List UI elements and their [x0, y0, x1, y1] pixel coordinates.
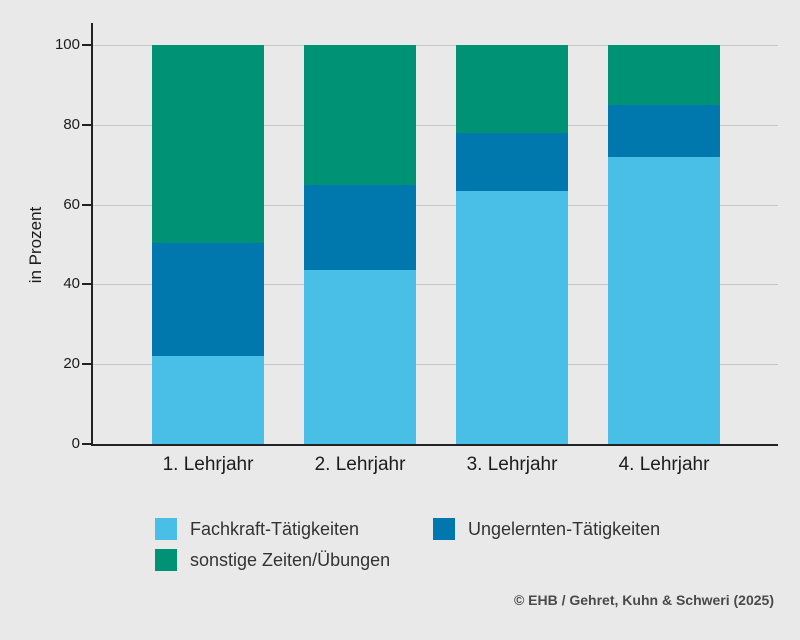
x-tick-label-2: 2. Lehrjahr: [314, 454, 406, 475]
bar-4-segment-sonstige Zeiten/Übungen: [608, 45, 720, 105]
gridline-80: [93, 124, 778, 126]
legend-item-sonstige: sonstige Zeiten/Übungen: [155, 549, 390, 571]
gridline-100: [93, 45, 778, 46]
bar-3-segment-Fachkraft-Tätigkeiten: [456, 190, 568, 444]
legend-label-sonstige: sonstige Zeiten/Übungen: [190, 549, 391, 570]
bar-1-segment-Fachkraft-Tätigkeiten: [152, 356, 264, 444]
y-tick-label-40: 40: [63, 275, 80, 293]
bar-2-segment-sonstige Zeiten/Übungen: [304, 45, 416, 185]
y-tick-80: [82, 123, 91, 126]
y-tick-label-60: 60: [63, 195, 80, 213]
y-tick-100: [82, 44, 91, 46]
bar-2-segment-Fachkraft-Tätigkeiten: [304, 270, 416, 444]
copyright-attribution: © EHB / Gehret, Kuhn & Schweri (2025): [513, 592, 774, 608]
bar-3-segment-sonstige Zeiten/Übungen: [456, 45, 568, 133]
x-tick-label-1: 1. Lehrjahr: [162, 454, 254, 475]
bar-2-segment-Ungelernten-Tätigkeiten: [304, 184, 416, 271]
gridline-20: [93, 364, 778, 366]
legend-item-fachkraft: Fachkraft-Tätigkeiten: [155, 518, 359, 540]
y-axis-title: in Prozent: [26, 206, 45, 284]
legend-swatch-fachkraft-icon: [155, 518, 177, 540]
legend-swatch-ungelernten-icon: [433, 518, 455, 540]
y-axis-line: [91, 23, 93, 446]
y-tick-label-100: 100: [54, 36, 80, 53]
y-tick-label-20: 20: [63, 355, 80, 373]
y-tick-0: [82, 443, 91, 445]
bar-4-segment-Fachkraft-Tätigkeiten: [608, 156, 720, 444]
x-tick-label-4: 4. Lehrjahr: [618, 454, 710, 475]
y-tick-label-80: 80: [63, 115, 80, 133]
bar-1-segment-Ungelernten-Tätigkeiten: [152, 242, 264, 357]
y-tick-60: [82, 203, 91, 206]
legend-item-ungelernten: Ungelernten-Tätigkeiten: [433, 518, 660, 540]
x-axis-line: [93, 444, 778, 446]
y-tick-40: [82, 283, 91, 286]
gridline-60: [93, 204, 778, 206]
legend-label-fachkraft: Fachkraft-Tätigkeiten: [190, 518, 360, 539]
gridline-40: [93, 284, 778, 286]
y-tick-20: [82, 363, 91, 366]
bar-4-segment-Ungelernten-Tätigkeiten: [608, 104, 720, 157]
legend-label-ungelernten: Ungelernten-Tätigkeiten: [468, 518, 661, 539]
legend-swatch-sonstige-icon: [155, 549, 177, 571]
x-tick-label-3: 3. Lehrjahr: [466, 454, 558, 475]
y-tick-label-0: 0: [71, 435, 80, 452]
bar-3-segment-Ungelernten-Tätigkeiten: [456, 132, 568, 191]
bar-1-segment-sonstige Zeiten/Übungen: [152, 45, 264, 243]
